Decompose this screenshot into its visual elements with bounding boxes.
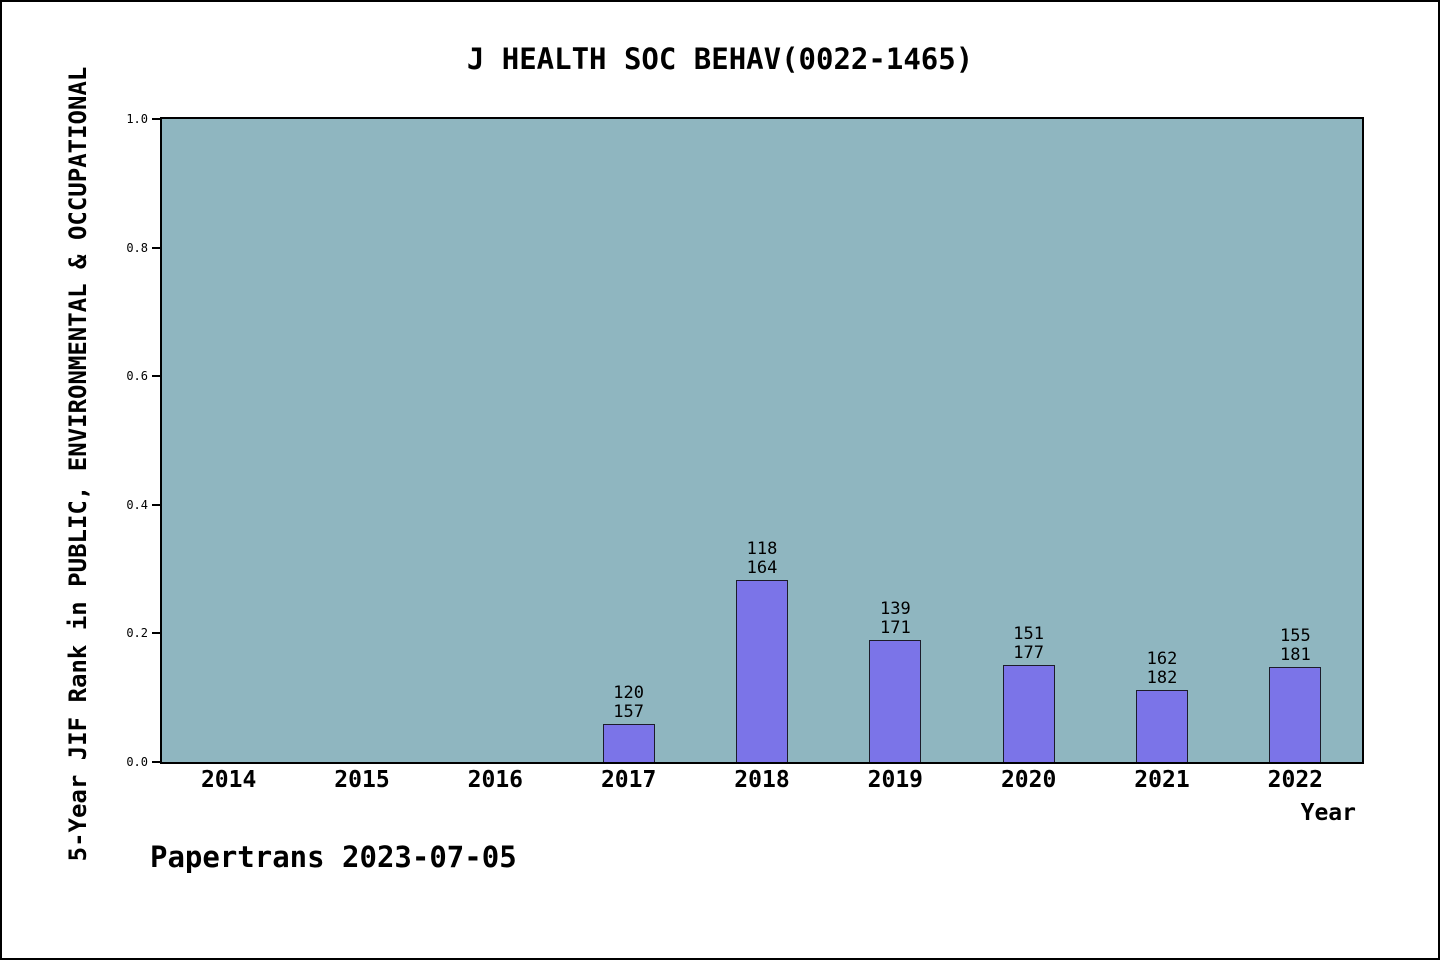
y-tick-label: 0.4 (126, 497, 148, 512)
y-tick-label: 0.2 (126, 626, 148, 641)
x-tick-label: 2018 (734, 767, 790, 793)
bar (1269, 666, 1322, 762)
watermark-text: Papertrans 2023-07-05 (150, 840, 517, 874)
x-tick-label: 2017 (600, 767, 657, 793)
x-tick-label: 2021 (1134, 767, 1190, 793)
x-axis-title: Year (1300, 800, 1356, 826)
bar-value-line: 118 (746, 539, 778, 560)
bar-value-label: 155 181 (1279, 625, 1311, 665)
plot-area: 120 157 118 164 139 171 151 177 162 182 155 181 (160, 117, 1364, 764)
x-tick-label: 2015 (334, 767, 390, 793)
y-axis-ticks: 0.0 0.2 0.4 0.6 0.8 1.0 (2, 112, 160, 769)
x-tick-label: 2022 (1267, 767, 1324, 793)
bar-value-label: 162 182 (1146, 648, 1178, 688)
bar-value-line: 182 (1146, 667, 1178, 688)
bar-value-label: 118 164 (747, 540, 778, 578)
bar-value-line: 171 (879, 617, 911, 638)
y-tick-label: 0.0 (126, 755, 148, 769)
x-tick-label: 2014 (200, 767, 257, 793)
chart-title: J HEALTH SOC BEHAV(0022-1465) (466, 42, 974, 76)
y-tick-label: 0.6 (126, 369, 148, 384)
x-tick-label: 2016 (467, 767, 524, 793)
bar-value-line: 177 (1013, 642, 1045, 663)
y-tick-label: 1.0 (126, 112, 148, 126)
x-axis-labels: 2014 2015 2016 2017 2018 2019 2020 2021 2022 (162, 767, 1362, 801)
bar-value-line: 162 (1146, 648, 1178, 669)
y-tick-mark (152, 503, 160, 506)
bar-value-line: 155 (1279, 625, 1311, 646)
bar-value-line: 120 (613, 683, 645, 704)
bar-value-line: 164 (746, 558, 778, 579)
y-tick-label: 0.8 (126, 240, 148, 255)
bar-value-line: 139 (879, 598, 911, 619)
y-tick-mark (152, 632, 160, 635)
bar-value-line: 181 (1279, 644, 1311, 665)
bar-value-label: 120 157 (613, 684, 644, 722)
y-tick-mark (152, 118, 160, 120)
x-tick-label: 2019 (867, 767, 924, 793)
y-tick-mark (152, 246, 160, 249)
bar (602, 724, 655, 762)
bar (869, 639, 922, 762)
bar (736, 580, 788, 762)
bar (1136, 689, 1188, 762)
bar-value-line: 157 (613, 702, 645, 723)
bar-value-label: 151 177 (1013, 623, 1045, 663)
bar-value-label: 139 171 (879, 598, 911, 638)
x-tick-label: 2020 (1000, 767, 1057, 793)
bar (1002, 664, 1055, 762)
bar-value-line: 151 (1013, 623, 1045, 644)
y-tick-mark (152, 761, 160, 763)
y-tick-mark (152, 375, 160, 378)
